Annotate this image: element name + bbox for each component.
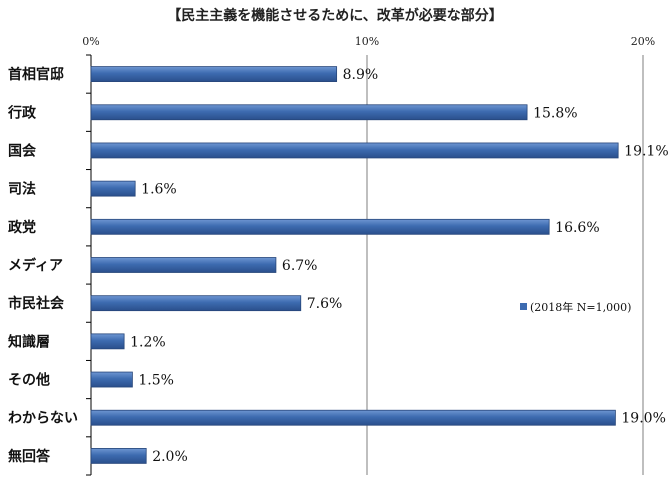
legend: (2018年 N=1,000) [520,300,631,314]
bar [90,371,133,388]
category-label: 知識層 [8,333,50,350]
value-label: 1.2% [130,334,166,350]
legend-label: (2018年 N=1,000) [530,300,631,314]
value-label: 16.6% [555,220,599,236]
category-label: 国会 [8,142,37,159]
value-label: 19.1% [624,143,668,159]
category-label: メディア [8,257,63,274]
gridlines [366,55,644,475]
bar [90,448,147,464]
bar [90,295,302,312]
bar [90,257,277,273]
bar [90,104,528,121]
y-axis [86,54,92,476]
category-label: 首相官邸 [8,66,64,83]
bars [90,66,619,464]
value-label: 6.7% [282,258,318,274]
value-label: 8.9% [343,67,379,83]
category-label: 無回答 [8,448,51,465]
category-label: その他 [8,372,50,389]
legend-swatch [520,303,527,310]
value-labels: 8.9% 15.8% 19.1% 1.6% 16.6% 6.7% 7.6% 1.2% 1.5% 1… [130,67,669,465]
category-label: 行政 [7,104,37,121]
x-tick-label: 10% [355,35,379,48]
x-tick-label: 20% [631,35,655,48]
bar [90,409,616,426]
value-label: 2.0% [152,449,188,465]
bar [90,218,550,235]
value-label: 19.0% [621,411,665,427]
bar [90,142,619,159]
x-tick-label: 0% [82,35,99,48]
x-axis-ticks: 0% 10% 20% [82,35,655,48]
value-label: 1.5% [138,373,174,389]
bar [90,333,125,350]
chart-title: 【民主主義を機能させるために、改革が必要な部分】 [167,7,503,24]
value-label: 1.6% [141,182,177,198]
bar [90,66,338,82]
bar [90,180,136,197]
category-label: わからない [8,411,78,427]
category-label: 市民社会 [8,295,65,312]
category-label: 司法 [8,181,36,198]
category-label: 政党 [8,219,36,236]
value-label: 15.8% [533,105,577,121]
value-label: 7.6% [307,296,343,312]
